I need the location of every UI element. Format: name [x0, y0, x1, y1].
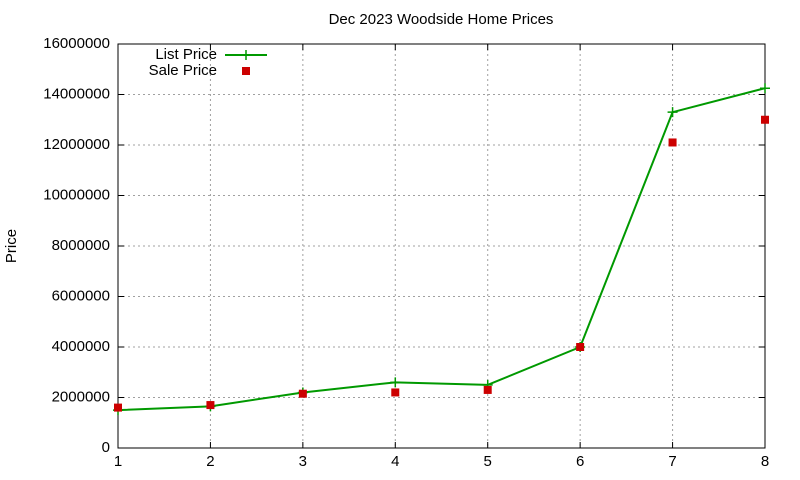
- data-point: [114, 403, 122, 412]
- data-point: [667, 107, 678, 118]
- x-tick-label: 2: [206, 453, 214, 470]
- data-point: [760, 83, 770, 94]
- data-point: [576, 343, 585, 351]
- legend-label: Sale Price: [149, 62, 217, 79]
- legend-label: List Price: [155, 46, 217, 63]
- data-point: [206, 401, 215, 410]
- data-point: [298, 389, 307, 398]
- y-tick-label: 14000000: [43, 85, 110, 102]
- data-point: [761, 115, 769, 124]
- y-tick-label: 2000000: [52, 388, 110, 405]
- x-tick-label: 8: [761, 453, 769, 470]
- x-tick-label: 5: [484, 453, 492, 470]
- x-tick-label: 1: [114, 453, 122, 470]
- y-tick-label: 12000000: [43, 136, 110, 153]
- y-axis-label: Price: [3, 229, 20, 263]
- data-point: [391, 388, 400, 397]
- x-tick-label: 7: [668, 453, 676, 470]
- legend-marker: [241, 50, 251, 60]
- x-tick-label: 6: [576, 453, 584, 470]
- data-point: [390, 377, 401, 388]
- data-point: [483, 385, 492, 394]
- x-tick-label: 3: [299, 453, 307, 470]
- y-tick-label: 6000000: [52, 287, 110, 304]
- y-tick-label: 16000000: [43, 35, 110, 52]
- x-tick-label: 4: [391, 453, 399, 470]
- data-point: [668, 138, 677, 147]
- y-tick-label: 4000000: [52, 338, 110, 355]
- chart-title: Dec 2023 Woodside Home Prices: [329, 11, 554, 28]
- legend-marker: [242, 67, 250, 75]
- series-line: [117, 87, 766, 412]
- plot-border: [117, 43, 766, 449]
- y-tick-label: 8000000: [52, 237, 110, 254]
- y-tick-label: 0: [102, 439, 110, 456]
- y-tick-label: 10000000: [43, 186, 110, 203]
